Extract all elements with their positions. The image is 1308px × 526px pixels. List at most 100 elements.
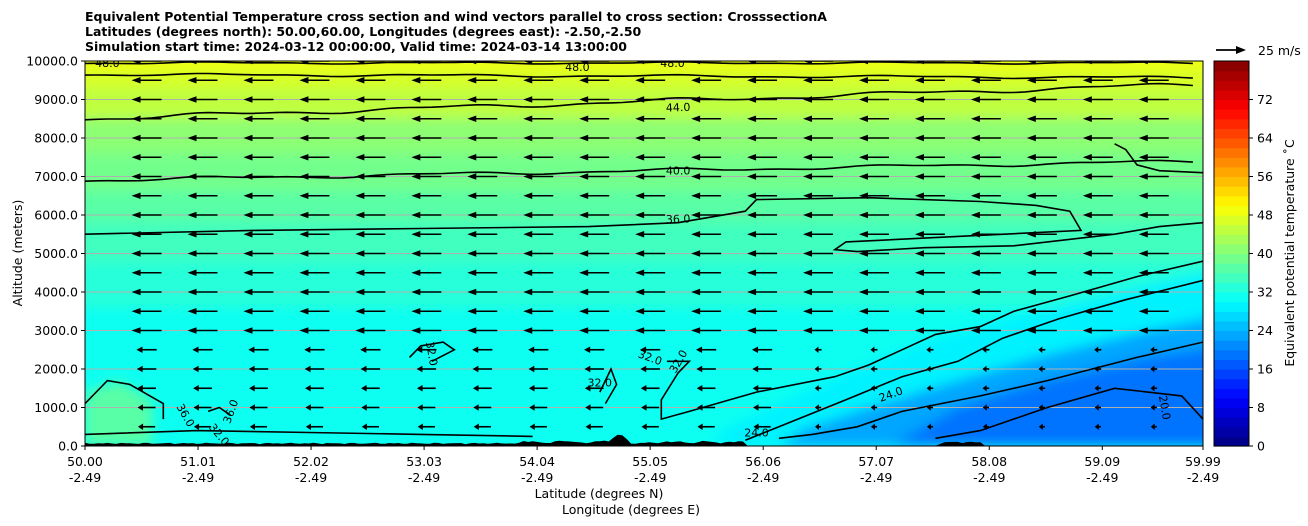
wind-vector [1026,115,1057,122]
wind-vector [361,385,380,392]
wind-vector [299,308,330,315]
wind-vector [136,346,157,353]
wind-vector [691,192,722,199]
wind-vector [137,423,156,430]
wind-vector [1138,192,1169,199]
colorbar-level [1214,128,1249,139]
contour-label: 48.0 [95,57,120,70]
wind-vector [747,115,778,122]
wind-vector [1082,269,1113,276]
y-axis-label: Altitude (meters) [10,200,25,307]
wind-vector [858,61,889,65]
wind-vector [137,404,156,411]
wind-vector [803,211,834,219]
wind-vector [635,269,666,276]
wind-vector [467,96,498,103]
wind-vector [299,61,330,65]
colorbar-level [1214,330,1249,341]
y-tick-label: 10000.0 [26,54,78,69]
x-tick-label-lat: 51.01 [180,454,216,469]
wind-vector [747,211,778,219]
title-line-1: Equivalent Potential Temperature cross s… [85,9,827,24]
wind-vector [579,327,610,334]
wind-vector [131,173,162,180]
wind-vector [747,96,778,103]
wind-vector [970,308,1001,315]
wind-vector [584,346,605,353]
colorbar-tick-label: 0 [1257,439,1265,454]
wind-vector [361,423,380,430]
wind-vector [523,192,554,199]
wind-vector [691,231,722,238]
wind-vector [299,288,330,296]
wind-vector [584,385,604,392]
wind-vector [1150,423,1157,430]
wind-vector [528,346,549,353]
y-tick-label: 7000.0 [34,169,78,184]
wind-vector [355,211,386,219]
wind-vector [803,288,834,296]
x-axis: 50.00-2.4951.01-2.4952.02-2.4953.03-2.49… [67,446,1221,485]
wind-vector [1026,250,1057,257]
wind-vector [472,385,492,392]
wind-vector [640,385,660,392]
wind-vector [1038,423,1045,430]
wind-vector [467,250,498,257]
wind-vector [640,365,660,373]
y-tick-label: 2000.0 [34,362,78,377]
wind-vector [584,365,604,373]
wind-vector [248,365,269,373]
wind-vector [411,154,442,161]
wind-vector [695,346,717,353]
wind-vector [243,308,274,315]
wind-vector [803,308,834,315]
wind-vector [803,192,834,199]
wind-vector [641,423,659,430]
contour-label: 44.0 [666,101,691,115]
wind-vector [753,404,772,411]
field-band-33 [85,261,1203,308]
wind-vector [691,154,722,161]
wind-vector [691,327,722,334]
wind-vector [467,308,498,315]
wind-vector [131,115,162,122]
wind-vector [747,192,778,199]
wind-vector [635,61,666,65]
colorbar-level [1214,243,1249,255]
wind-vector [411,250,442,257]
field-band-39 [85,153,1203,192]
wind-vector [914,250,945,257]
colorbar-level [1214,99,1249,110]
wind-vector [131,192,162,199]
wind-vector [523,77,554,84]
wind-vector [187,269,218,276]
wind-vector [243,250,274,257]
wind-reference-label: 25 m/s [1258,43,1301,58]
colorbar-level [1214,147,1249,158]
colorbar-level [1214,426,1249,437]
wind-vector [416,385,436,392]
wind-vector [1082,327,1113,334]
wind-vector [411,308,442,315]
wind-vector [193,385,212,392]
wind-vector [355,134,386,142]
wind-vector [1038,365,1046,373]
contour-label: 36.0 [666,212,691,226]
wind-vector [870,346,878,353]
temperature-field [85,61,1203,446]
wind-vector [635,192,666,199]
wind-vector [187,154,218,161]
wind-vector [982,346,990,353]
wind-vector [299,269,330,276]
wind-vector [858,269,889,276]
wind-vector [187,211,218,219]
wind-vector [192,365,213,373]
x-tick-label-lon: -2.49 [521,470,553,485]
wind-vector [585,423,603,430]
wind-vector [641,404,660,411]
colorbar-level [1214,282,1249,293]
wind-vector [814,385,822,392]
wind-vector [691,250,722,257]
colorbar-tick-label: 48 [1257,208,1273,223]
wind-vector [982,385,990,392]
